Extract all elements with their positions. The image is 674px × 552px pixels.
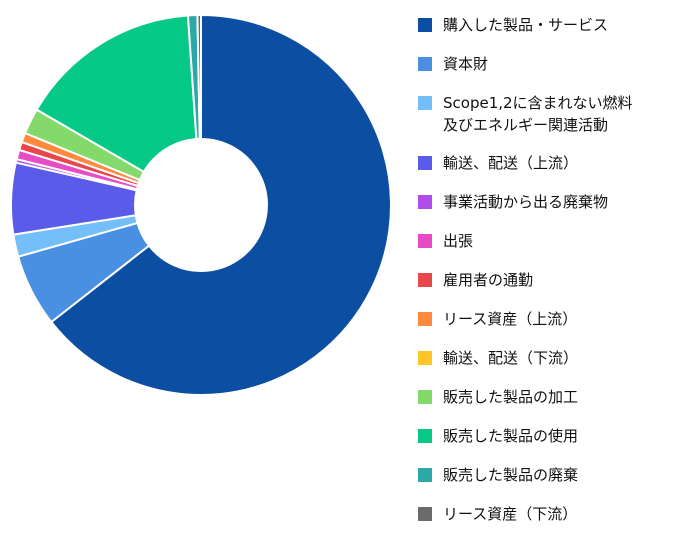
legend-label: 出張	[443, 232, 474, 250]
legend-item-12: 販売した製品の廃棄	[418, 464, 633, 486]
legend-item-4: 輸送、配送（上流）	[418, 152, 633, 174]
legend-swatch	[418, 18, 432, 32]
legend-item-11: 販売した製品の使用	[418, 425, 633, 447]
legend-item-6: 出張	[418, 230, 633, 252]
legend-label: 事業活動から出る廃棄物	[443, 193, 609, 211]
legend-label: 輸送、配送（上流）	[443, 154, 579, 172]
legend-item-2: 資本財	[418, 53, 633, 75]
legend-swatch	[418, 156, 432, 170]
legend-swatch	[418, 507, 432, 521]
legend-label: リース資産（上流）	[443, 310, 578, 328]
legend-label: 販売した製品の加工	[443, 388, 579, 406]
legend-swatch	[418, 312, 432, 326]
legend-item-1: 購入した製品・サービス	[418, 14, 633, 36]
legend-label: Scope1,2に含まれない燃料 及びエネルギー関連活動	[443, 94, 633, 134]
legend-item-9: 輸送、配送（下流）	[418, 347, 633, 369]
donut-slice-13	[196, 13, 202, 141]
legend-label: 購入した製品・サービス	[443, 16, 609, 34]
legend-label: 資本財	[443, 55, 489, 73]
donut-slice-1	[49, 13, 392, 396]
legend-swatch	[418, 390, 432, 404]
legend-swatch	[418, 429, 432, 443]
legend-label: 輸送、配送（下流）	[443, 349, 579, 367]
legend-label: リース資産（下流）	[443, 505, 578, 523]
legend-label: 販売した製品の廃棄	[443, 466, 579, 484]
legend-item-5: 事業活動から出る廃棄物	[418, 191, 633, 213]
legend: 購入した製品・サービス 資本財 Scope1,2に含まれない燃料 及びエネルギー関連…	[418, 14, 633, 542]
legend-item-3: Scope1,2に含まれない燃料 及びエネルギー関連活動	[418, 92, 633, 136]
legend-swatch	[418, 195, 432, 209]
legend-label: 販売した製品の使用	[443, 427, 579, 445]
legend-swatch	[418, 234, 432, 248]
legend-swatch	[418, 96, 432, 110]
legend-item-7: 雇用者の通勤	[418, 269, 633, 291]
legend-item-10: 販売した製品の加工	[418, 386, 633, 408]
legend-item-13: リース資産（下流）	[418, 503, 633, 525]
legend-swatch	[418, 351, 432, 365]
legend-swatch	[418, 468, 432, 482]
legend-swatch	[418, 57, 432, 71]
legend-item-8: リース資産（上流）	[418, 308, 633, 330]
legend-swatch	[418, 273, 432, 287]
donut-slice-11	[35, 14, 198, 174]
legend-label: 雇用者の通勤	[443, 271, 534, 289]
